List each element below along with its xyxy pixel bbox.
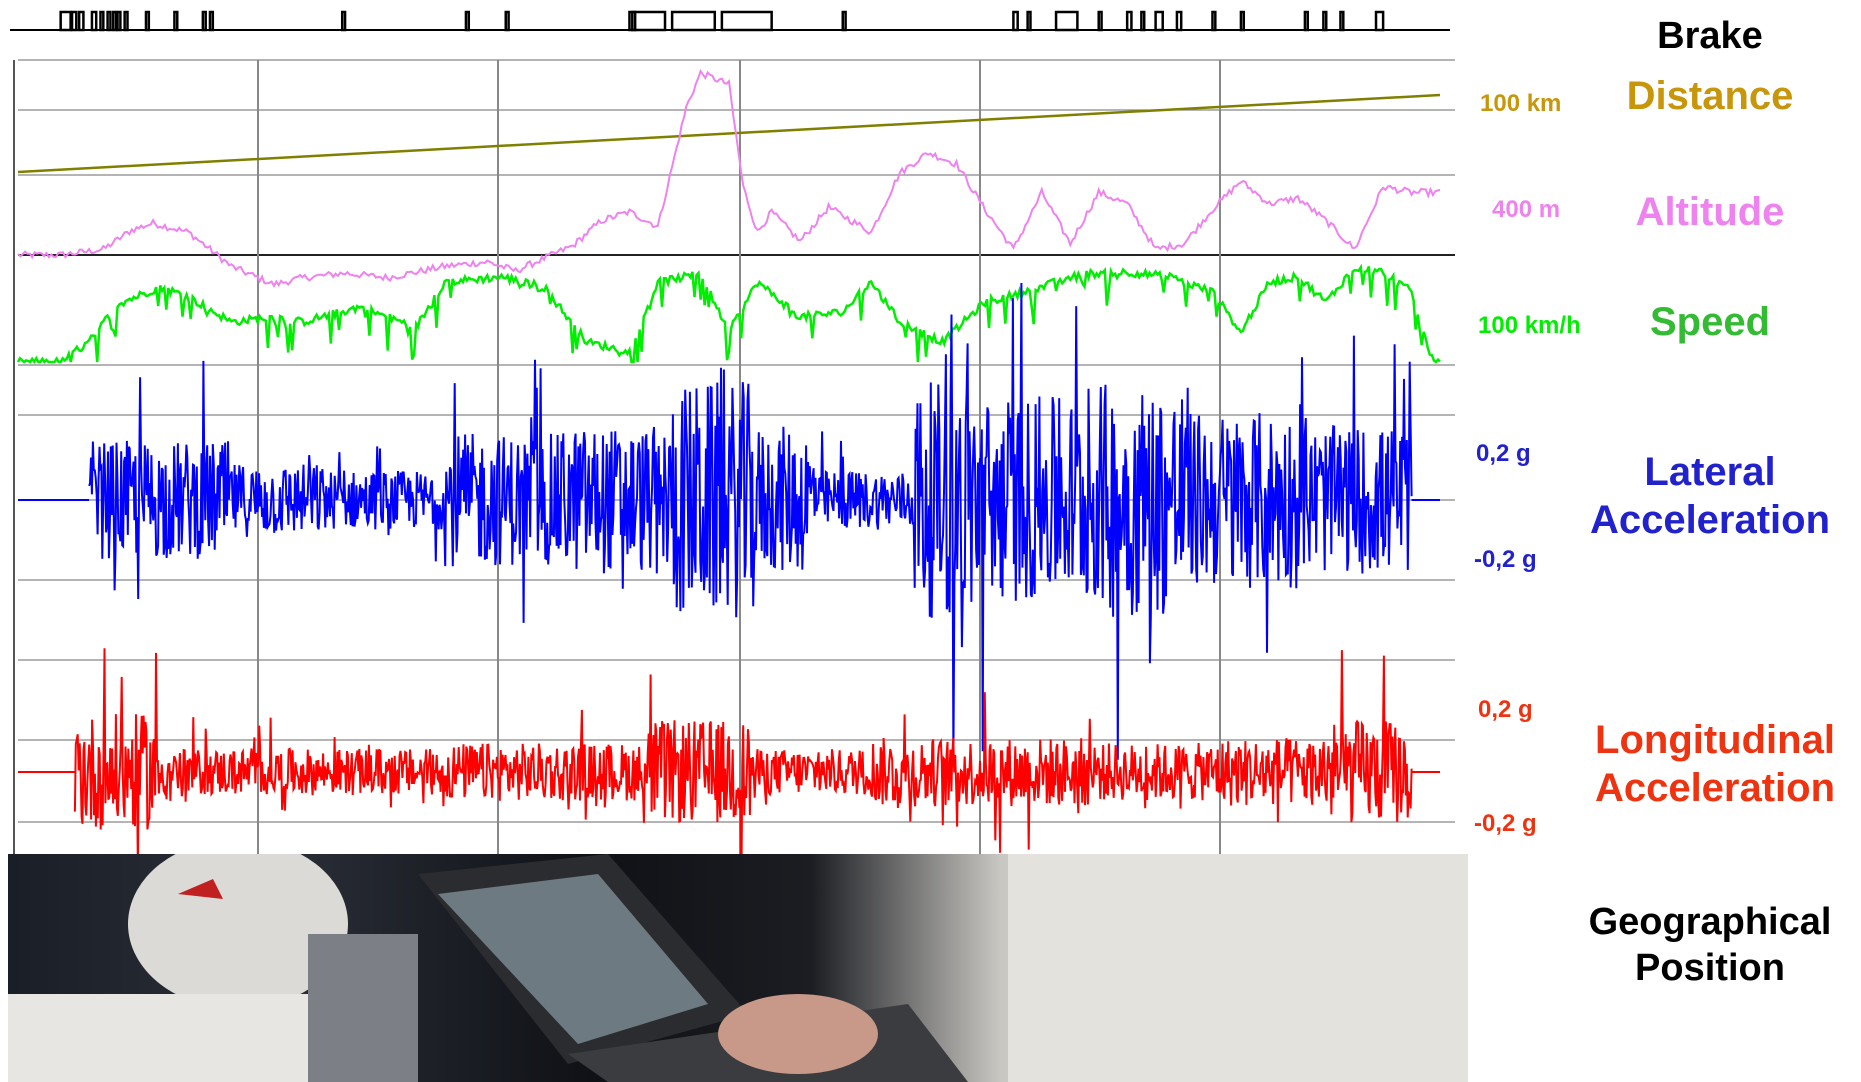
brake-pulse xyxy=(1303,10,1310,32)
brake-pulse xyxy=(99,10,105,32)
brake-pulse xyxy=(106,10,112,32)
brake-pulse xyxy=(90,10,98,32)
brake-label: Brake xyxy=(1657,15,1763,57)
speed-series xyxy=(16,263,1441,365)
brake-pulse xyxy=(1154,10,1164,32)
lateral-label-line1: Lateral xyxy=(1644,450,1776,494)
brake-pulse xyxy=(201,10,207,32)
brake-pulse xyxy=(1140,10,1146,32)
typing-hand xyxy=(718,994,878,1074)
laptop-display xyxy=(438,874,708,1044)
brake-pulse xyxy=(1211,10,1217,32)
distance-label: Distance xyxy=(1626,74,1794,118)
brake-trace xyxy=(10,10,1450,32)
acceleration-line xyxy=(88,282,1413,761)
speed-line xyxy=(16,263,1441,365)
lateral-acceleration-series xyxy=(18,282,1440,761)
altitude-series xyxy=(17,68,1441,289)
brake-pulse xyxy=(1125,10,1133,32)
brake-pulse xyxy=(116,10,122,32)
steering-wheel xyxy=(308,934,418,1082)
lateral-pos-unit: 0,2 g xyxy=(1476,440,1531,467)
lateral-label-line2: Acceleration xyxy=(1589,498,1831,542)
distance-unit: 100 km xyxy=(1480,90,1562,117)
brake-pulse xyxy=(340,10,347,32)
speed-label: Speed xyxy=(1649,300,1771,344)
brake-pulse xyxy=(628,10,667,32)
brake-pulse xyxy=(504,10,510,32)
brake-pulse xyxy=(1012,10,1019,32)
geo-label-line1: Geographical xyxy=(1588,901,1832,943)
lateral-neg-unit: -0,2 g xyxy=(1474,546,1537,573)
geographical-position-label: Geographical Position xyxy=(1570,900,1850,991)
brake-pulse xyxy=(1339,10,1345,32)
brake-pulse xyxy=(123,10,129,32)
brake-pulse xyxy=(464,10,471,32)
longitudinal-label-line2: Acceleration xyxy=(1594,766,1836,810)
brake-pulse xyxy=(144,10,151,32)
brake-pulse xyxy=(1322,10,1328,32)
brake-pulse xyxy=(1097,10,1103,32)
driver-shoulder xyxy=(8,994,308,1082)
photo-illustration xyxy=(8,854,1468,1082)
brake-pulse xyxy=(59,10,72,32)
altitude-line xyxy=(17,68,1441,289)
brake-pulse xyxy=(1026,10,1032,32)
acceleration-line xyxy=(73,648,1413,896)
longitudinal-label-line1: Longitudinal xyxy=(1595,718,1835,762)
brake-pulse xyxy=(70,10,78,32)
distance-series xyxy=(17,93,1441,174)
longitudinal-acceleration-series xyxy=(18,648,1440,896)
altitude-unit: 400 m xyxy=(1492,196,1561,223)
passenger-arm xyxy=(1008,854,1468,1082)
driver-laptop-photo xyxy=(8,854,1468,1082)
brake-pulse xyxy=(720,10,773,32)
geo-label-line2: Position xyxy=(1635,946,1785,989)
lateral-label: Lateral Acceleration xyxy=(1580,448,1840,544)
longitudinal-label: Longitudinal Acceleration xyxy=(1570,716,1860,812)
brake-pulse xyxy=(631,10,637,32)
brake-pulse xyxy=(1054,10,1079,32)
speed-unit: 100 km/h xyxy=(1478,312,1581,339)
brake-pulse xyxy=(208,10,215,32)
brake-pulse xyxy=(77,10,85,32)
distance-line xyxy=(17,93,1441,174)
brake-pulse xyxy=(1374,10,1385,32)
altitude-label: Altitude xyxy=(1635,190,1785,234)
brake-pulse xyxy=(112,10,118,32)
helmet-logo xyxy=(178,879,223,899)
longitudinal-neg-unit: -0,2 g xyxy=(1474,810,1537,837)
brake-pulse xyxy=(1175,10,1183,32)
brake-pulse xyxy=(173,10,179,32)
brake-pulse xyxy=(1239,10,1246,32)
brake-pulse xyxy=(841,10,847,32)
longitudinal-pos-unit: 0,2 g xyxy=(1478,696,1533,723)
brake-pulse xyxy=(670,10,717,32)
